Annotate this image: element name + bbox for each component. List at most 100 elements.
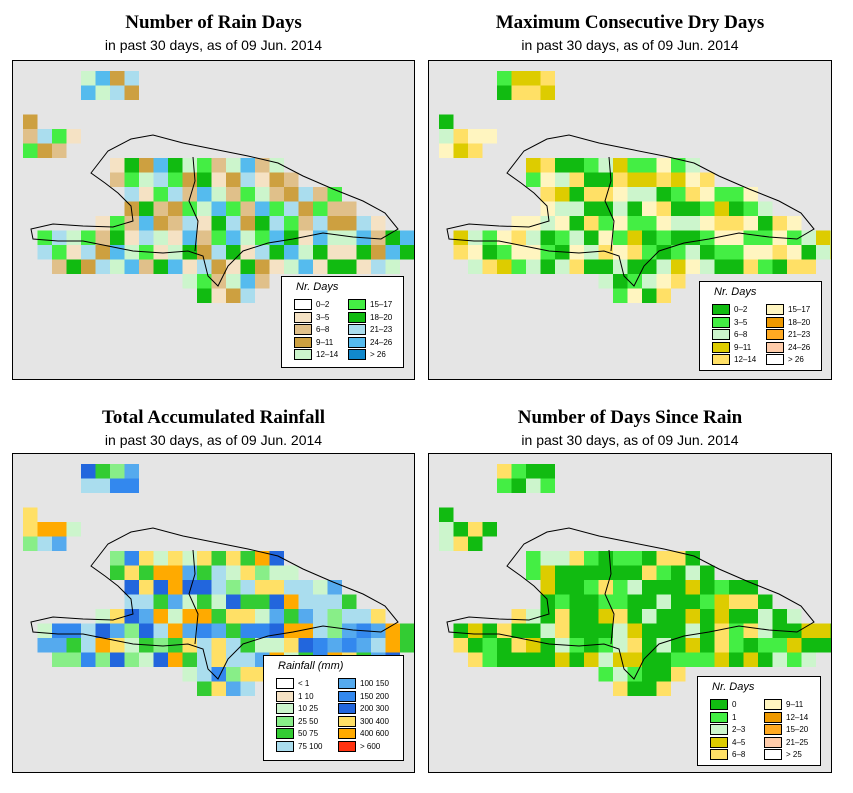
grid-cell — [124, 623, 139, 638]
grid-cell — [153, 594, 168, 609]
grid-cell — [168, 172, 183, 187]
legend-swatch — [294, 311, 312, 323]
grid-cell — [613, 172, 628, 187]
grid-cell — [584, 201, 599, 216]
grid-cell — [468, 143, 483, 158]
legend-label: 4–5 — [732, 737, 746, 747]
legend: Nr. Days 0 1 2–3 4–5 6–8 9–11 12–14 15–20 21–25 >… — [697, 676, 821, 766]
legend-label: 3–5 — [316, 312, 330, 322]
legend-label: 21–23 — [370, 325, 393, 334]
panel-total-rainfall: Total Accumulated Rainfall in past 30 da… — [12, 395, 415, 785]
legend-label: 18–20 — [788, 317, 811, 327]
panel-title: Total Accumulated Rainfall — [101, 407, 326, 428]
grid-cell — [197, 594, 212, 609]
grid-cell — [284, 594, 299, 609]
grid-cell — [342, 638, 357, 653]
grid-cell — [439, 522, 454, 537]
grid-cell — [226, 172, 241, 187]
grid-cell — [371, 609, 386, 624]
grid-cell — [453, 245, 468, 260]
legend-swatch — [764, 724, 782, 735]
grid-cell — [598, 274, 613, 289]
legend: Rainfall (mm) < 1 1 10 10 25 25 50 50 75 75 1… — [263, 655, 404, 761]
grid-cell — [569, 201, 584, 216]
legend-swatch — [338, 740, 356, 752]
grid-cell — [168, 551, 183, 566]
grid-cell — [511, 638, 526, 653]
grid-cell — [284, 172, 299, 187]
panel-max-dry-days: Maximum Consecutive Dry Days in past 30 … — [428, 0, 832, 390]
grid-cell — [439, 536, 454, 551]
grid-cell — [124, 71, 139, 86]
grid-cell — [656, 652, 671, 667]
grid-cell — [139, 172, 154, 187]
grid-cell — [197, 245, 212, 260]
legend-title: Nr. Days — [712, 681, 755, 693]
grid-cell — [642, 274, 657, 289]
grid-cell — [511, 71, 526, 86]
grid-cell — [482, 638, 497, 653]
grid-cell — [555, 216, 570, 231]
grid-cell — [327, 259, 342, 274]
grid-cell — [153, 187, 168, 202]
panel-title: Maximum Consecutive Dry Days — [495, 12, 765, 33]
grid-cell — [124, 565, 139, 580]
grid-cell — [555, 565, 570, 580]
grid-cell — [37, 230, 52, 245]
grid-cell — [240, 667, 255, 682]
grid-cell — [23, 114, 38, 129]
grid-cell — [671, 565, 686, 580]
grid-cell — [240, 594, 255, 609]
grid-cell — [298, 187, 313, 202]
grid-cell — [497, 245, 512, 260]
legend-swatch — [276, 690, 294, 702]
grid-cell — [197, 609, 212, 624]
grid-cell — [153, 652, 168, 667]
legend-swatch — [338, 703, 356, 714]
grid-cell — [801, 638, 816, 653]
grid-cell — [497, 478, 512, 493]
grid-cell — [468, 652, 483, 667]
grid-cell — [124, 158, 139, 173]
legend-label: 2–3 — [732, 725, 746, 734]
grid-cell — [671, 216, 686, 231]
grid-cell — [197, 216, 212, 231]
legend-swatch — [276, 728, 294, 739]
grid-cell — [613, 551, 628, 566]
legend-swatch — [338, 715, 356, 727]
grid-cell — [110, 71, 125, 86]
grid-cell — [468, 129, 483, 144]
grid-cell — [226, 623, 241, 638]
grid-cell — [240, 216, 255, 231]
panel-title: Number of Rain Days — [125, 12, 302, 33]
legend-swatch — [712, 354, 730, 365]
grid-cell — [371, 259, 386, 274]
grid-cell — [52, 638, 67, 653]
grid-cell — [787, 623, 802, 638]
grid-cell — [240, 201, 255, 216]
grid-cell — [81, 464, 96, 479]
island-outline — [446, 134, 815, 287]
grid-cell — [526, 172, 541, 187]
grid-cell — [110, 565, 125, 580]
grid-cell — [95, 464, 110, 479]
grid-cell — [124, 638, 139, 653]
grid-cell — [124, 187, 139, 202]
grid-cell — [598, 580, 613, 595]
grid-cell — [226, 158, 241, 173]
grid-cell — [182, 216, 197, 231]
grid-cell — [226, 638, 241, 653]
grid-cell — [656, 216, 671, 231]
grid-cell — [371, 245, 386, 260]
grid-cell — [211, 609, 226, 624]
grid-cell — [671, 609, 686, 624]
grid-cell — [124, 580, 139, 595]
grid-cell — [772, 609, 787, 624]
grid-cell — [284, 609, 299, 624]
grid-cell — [255, 187, 270, 202]
grid-cell — [830, 623, 831, 638]
grid-cell — [555, 594, 570, 609]
grid-cell — [642, 623, 657, 638]
grid-cell — [526, 71, 541, 86]
grid-cell — [671, 187, 686, 202]
